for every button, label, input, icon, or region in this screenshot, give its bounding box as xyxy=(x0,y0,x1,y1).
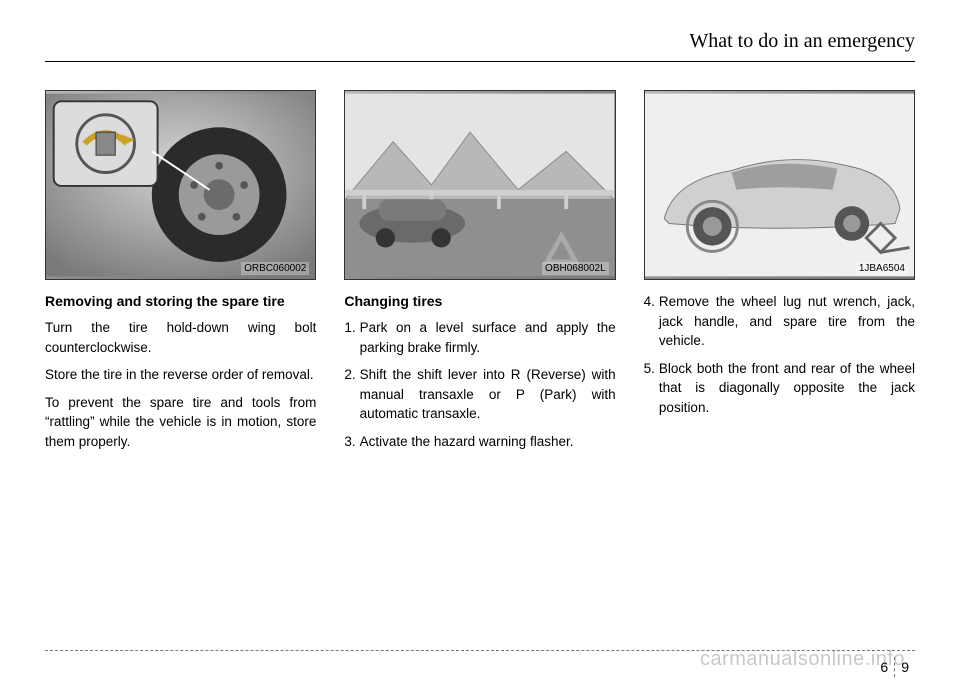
list-text: Block both the front and rear of the whe… xyxy=(659,359,915,418)
spare-tire-illustration xyxy=(46,91,315,279)
list-item: 2. Shift the shift lever into R (Reverse… xyxy=(344,365,615,424)
figure-label: ORBC060002 xyxy=(241,262,309,275)
column-1: ORBC060002 Removing and storing the spar… xyxy=(45,90,316,460)
list-number: 1. xyxy=(344,318,359,357)
list-item: 3. Activate the hazard warning flasher. xyxy=(344,432,615,452)
figure-roadside: OBH068002L xyxy=(344,90,615,280)
figure-label: OBH068002L xyxy=(542,262,609,275)
paragraph: Turn the tire hold-down wing bolt counte… xyxy=(45,318,316,357)
page-footer: 6 9 xyxy=(45,650,915,677)
column-3: 1JBA6504 4. Remove the wheel lug nut wre… xyxy=(644,90,915,460)
list-item: 1. Park on a level surface and apply the… xyxy=(344,318,615,357)
list-item: 5. Block both the front and rear of the … xyxy=(644,359,915,418)
figure-spare-tire: ORBC060002 xyxy=(45,90,316,280)
section-heading: Removing and storing the spare tire xyxy=(45,292,316,310)
figure-label: 1JBA6504 xyxy=(856,262,908,275)
list-item: 4. Remove the wheel lug nut wrench, jack… xyxy=(644,292,915,351)
list-text: Shift the shift lever into R (Reverse) w… xyxy=(360,365,616,424)
page-number: 9 xyxy=(895,657,915,677)
figure-car-jack: 1JBA6504 xyxy=(644,90,915,280)
chapter-header: What to do in an emergency xyxy=(45,30,915,62)
chapter-title: What to do in an emergency xyxy=(689,30,915,52)
car-jack-illustration xyxy=(645,91,914,279)
column-2: OBH068002L Changing tires 1. Park on a l… xyxy=(344,90,615,460)
list-number: 3. xyxy=(344,432,359,452)
paragraph: To prevent the spare tire and tools from… xyxy=(45,393,316,452)
list-text: Remove the wheel lug nut wrench, jack, j… xyxy=(659,292,915,351)
content-columns: ORBC060002 Removing and storing the spar… xyxy=(45,90,915,460)
roadside-illustration xyxy=(345,91,614,279)
list-number: 2. xyxy=(344,365,359,424)
list-number: 4. xyxy=(644,292,659,351)
list-number: 5. xyxy=(644,359,659,418)
paragraph: Store the tire in the reverse order of r… xyxy=(45,365,316,385)
section-number: 6 xyxy=(874,657,895,677)
list-text: Park on a level surface and apply the pa… xyxy=(360,318,616,357)
list-text: Activate the hazard warning flasher. xyxy=(360,432,616,452)
section-heading: Changing tires xyxy=(344,292,615,310)
